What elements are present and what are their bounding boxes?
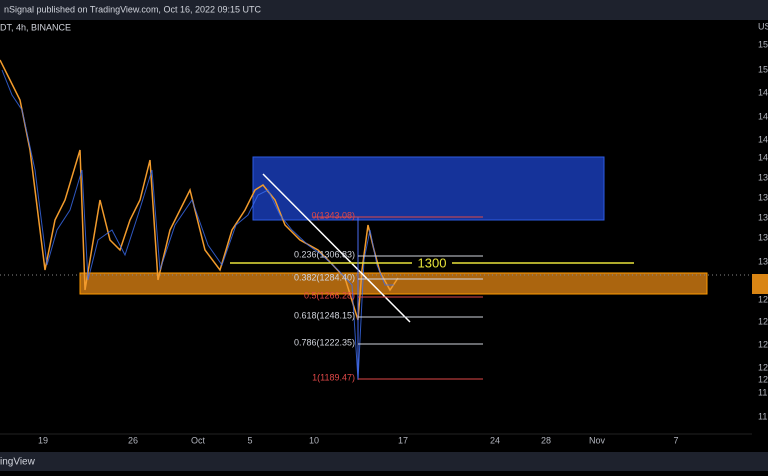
y-label: 12	[758, 362, 768, 372]
y-label: 11	[758, 387, 767, 397]
y-label: 12	[758, 339, 768, 349]
y-label: 13	[758, 172, 768, 182]
price-series	[0, 59, 399, 321]
x-axis-labels: 19 26 Oct 5 10 17 24 28 Nov 7	[38, 435, 679, 445]
y-axis-labels: US15151414141413131313131212121212111112…	[758, 21, 768, 421]
y-label: 11	[758, 411, 767, 421]
fib-label: 0.382(1284.40)	[294, 272, 355, 282]
y-label: 13	[758, 192, 768, 202]
x-label: 17	[398, 435, 408, 445]
y-label: 13	[758, 256, 768, 266]
supply-zone	[252, 156, 605, 221]
x-label: 28	[541, 435, 551, 445]
y-label: 14	[758, 87, 768, 97]
x-label: 10	[309, 435, 319, 445]
y-label: 13	[758, 232, 768, 242]
fib-label: 0.618(1248.15)	[294, 310, 355, 320]
level-label: 1300	[418, 255, 447, 270]
fib-label: 0.236(1306.83)	[294, 249, 355, 259]
x-label: 5	[247, 435, 252, 445]
header-title: nSignal published on TradingView.com, Oc…	[4, 4, 261, 14]
x-label: 26	[128, 435, 138, 445]
price-tag	[752, 274, 768, 294]
y-label: 12	[758, 316, 768, 326]
x-label: Oct	[191, 435, 206, 445]
y-label: 14	[758, 152, 768, 162]
fib-label: 0(1343.08)	[311, 210, 355, 220]
fib-label: 0.5(1266.28)	[304, 290, 355, 300]
fib-retracement: 0(1343.08) 0.236(1306.83) 0.382(1284.40) 0.…	[294, 210, 483, 382]
header-bar	[0, 0, 768, 20]
y-label: 12	[758, 374, 768, 384]
x-label: 24	[490, 435, 500, 445]
y-label: 14	[758, 111, 768, 121]
price-series-down	[1, 69, 394, 381]
y-label: US	[758, 21, 768, 31]
y-label: 13	[758, 212, 768, 222]
y-label: 15	[758, 39, 768, 49]
symbol-info: DT, 4h, BINANCE	[0, 22, 71, 32]
fib-label: 0.786(1222.35)	[294, 337, 355, 347]
x-label: 7	[673, 435, 678, 445]
y-label: 15	[758, 64, 768, 74]
fib-label: 1(1189.47)	[312, 372, 355, 382]
footer-brand: ingView	[0, 457, 36, 468]
y-label: 14	[758, 134, 768, 144]
footer-bar	[0, 452, 768, 471]
x-label: 19	[38, 435, 48, 445]
x-label: Nov	[589, 435, 606, 445]
y-label: 12	[758, 294, 768, 304]
